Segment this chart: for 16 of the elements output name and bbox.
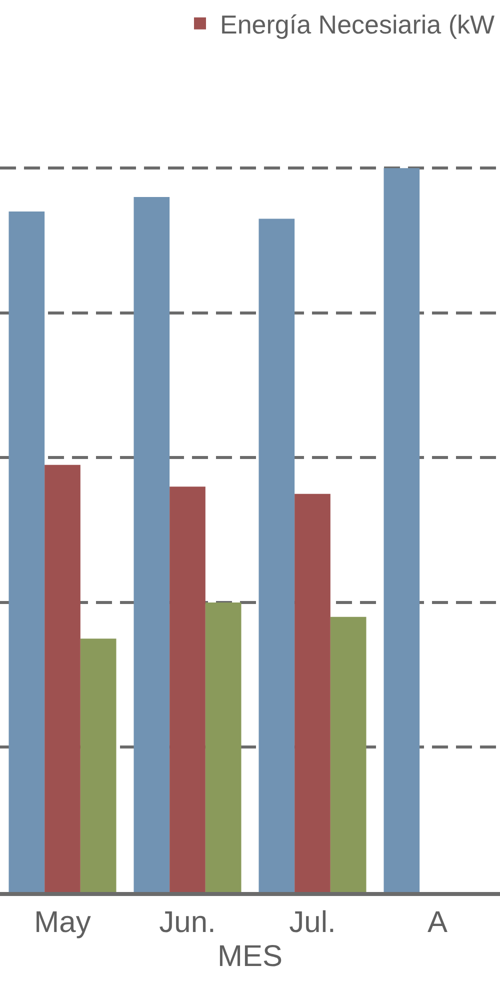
bar xyxy=(384,168,420,892)
bar xyxy=(205,602,242,892)
x-axis-title: MES xyxy=(217,940,283,973)
bar xyxy=(134,197,170,892)
bar xyxy=(294,494,330,892)
x-tick-label: May xyxy=(34,906,91,939)
bar xyxy=(330,616,366,892)
bar xyxy=(258,218,295,892)
bar xyxy=(44,464,80,892)
x-tick-label: Jun. xyxy=(159,906,216,939)
x-tick-label: Jul. xyxy=(289,906,336,939)
bar xyxy=(170,486,206,892)
bar xyxy=(8,212,45,892)
x-tick-label: A xyxy=(427,906,448,939)
legend-label: Energía Necesiaria (kW xyxy=(220,10,495,40)
bar xyxy=(80,638,116,892)
